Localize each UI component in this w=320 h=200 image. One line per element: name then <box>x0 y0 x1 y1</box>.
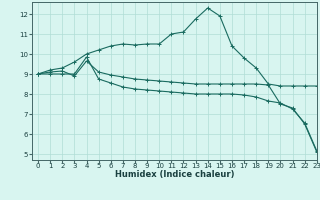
X-axis label: Humidex (Indice chaleur): Humidex (Indice chaleur) <box>115 170 234 179</box>
